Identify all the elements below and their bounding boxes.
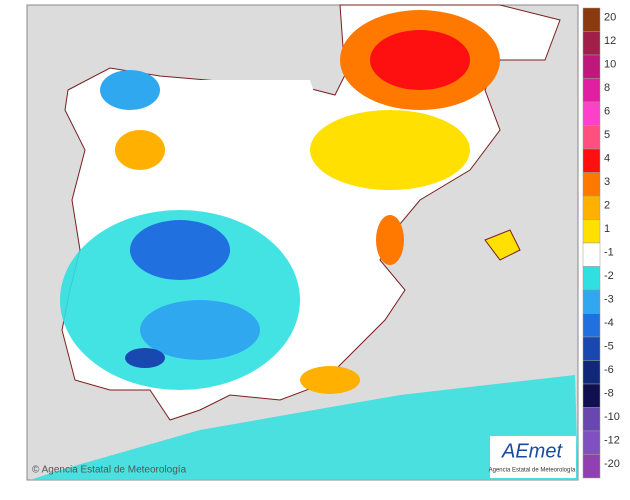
legend-label: -6 — [604, 364, 614, 376]
legend-label: 5 — [604, 129, 610, 141]
legend-swatch — [582, 172, 601, 197]
legend-label: 8 — [604, 82, 610, 94]
credit: © Agencia Estatal de Meteorología — [32, 465, 187, 476]
legend-label: -8 — [604, 387, 614, 399]
legend-label: 4 — [604, 152, 610, 164]
legend-label: -20 — [604, 458, 620, 470]
legend-swatch — [582, 313, 601, 338]
legend-label: 10 — [604, 58, 616, 70]
legend-swatch — [582, 148, 601, 173]
legend-label: 12 — [604, 35, 616, 47]
legend-swatch — [582, 242, 601, 267]
legend-swatch — [582, 31, 601, 56]
legend-swatch — [582, 289, 601, 314]
logo-box — [490, 436, 576, 478]
logo-subtitle: Agencia Estatal de Meteorología — [489, 468, 576, 474]
legend-label: 6 — [604, 105, 610, 117]
map-land — [30, 4, 578, 480]
legend-swatch — [582, 336, 601, 361]
legend-label: -10 — [604, 411, 620, 423]
legend-swatch — [582, 430, 601, 455]
legend-swatch — [582, 266, 601, 291]
legend-swatch — [582, 360, 601, 385]
legend-swatch — [582, 54, 601, 79]
legend-label: -2 — [604, 270, 614, 282]
legend-label: 1 — [604, 223, 610, 235]
legend-swatch — [582, 101, 601, 126]
legend-swatch — [582, 219, 601, 244]
legend-label: 20 — [604, 11, 616, 23]
legend-label: -12 — [604, 434, 620, 446]
legend: 20 12 10 8 6 5 4 3 2 1 -1 -2 -3 -4 -5 -6 -8 -10 -12 -20 — [582, 7, 620, 479]
legend-label: -4 — [604, 317, 614, 329]
legend-label: -3 — [604, 293, 614, 305]
legend-label: 3 — [604, 176, 610, 188]
legend-swatch — [582, 125, 601, 150]
legend-label: 2 — [604, 199, 610, 211]
legend-swatch — [582, 195, 601, 220]
legend-label: -1 — [604, 246, 614, 258]
legend-swatch — [582, 78, 601, 103]
legend-swatch — [582, 407, 601, 432]
legend-swatch — [582, 7, 601, 32]
legend-label: -5 — [604, 340, 614, 352]
legend-swatch — [582, 383, 601, 408]
logo: AEmet — [501, 440, 563, 462]
legend-swatch — [582, 454, 601, 479]
